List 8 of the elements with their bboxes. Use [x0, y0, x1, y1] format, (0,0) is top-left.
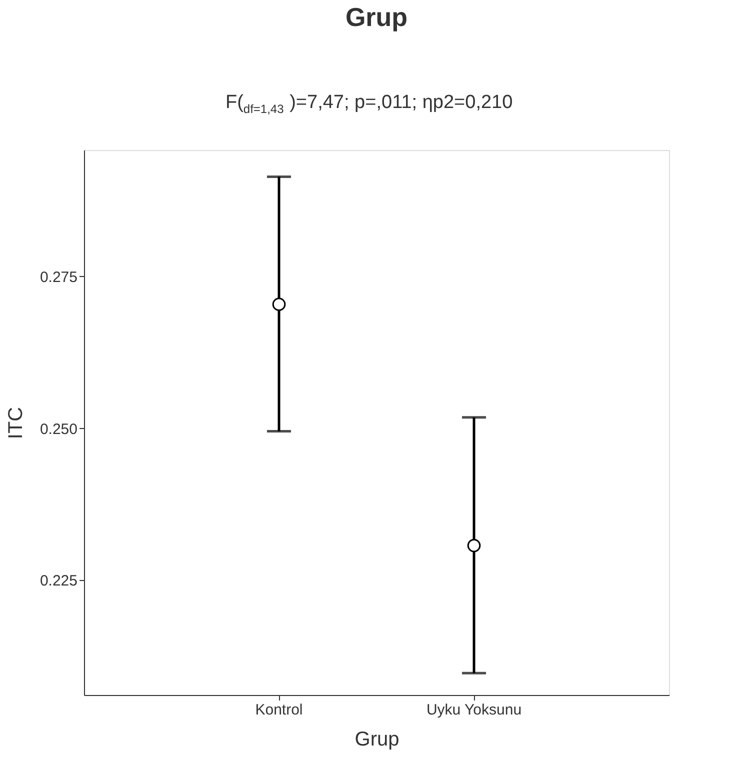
y-tick-label: 0.250 — [40, 420, 78, 438]
y-tick-label: 0.275 — [40, 268, 78, 286]
x-tick-label: Kontrol — [255, 702, 303, 718]
x-axis-title: Grup — [354, 728, 400, 750]
y-axis-title: ITC — [4, 406, 27, 440]
chart-title: Grup — [345, 2, 408, 32]
y-tick-label: 0.225 — [40, 572, 78, 590]
x-tick-label: Uyku Yoksunu — [426, 702, 522, 718]
